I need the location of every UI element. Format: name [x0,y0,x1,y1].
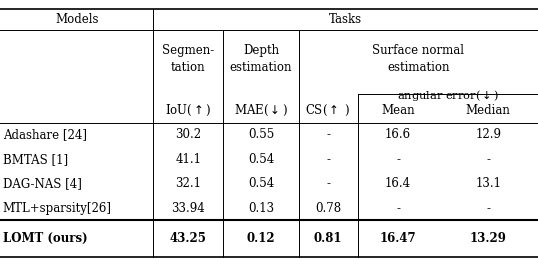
Text: 12.9: 12.9 [475,129,501,142]
Text: 16.4: 16.4 [385,177,411,190]
Text: Surface normal: Surface normal [372,44,464,57]
Text: 0.54: 0.54 [248,153,274,166]
Text: IoU($\uparrow$): IoU($\uparrow$) [165,103,211,119]
Text: 43.25: 43.25 [170,232,207,246]
Text: 0.12: 0.12 [246,232,275,246]
Text: 13.1: 13.1 [475,177,501,190]
Text: Mean: Mean [381,104,415,117]
Text: 13.29: 13.29 [470,232,507,246]
Text: -: - [326,177,330,190]
Text: Median: Median [466,104,511,117]
Text: -: - [486,202,490,215]
Text: MAE($\downarrow$): MAE($\downarrow$) [234,103,288,119]
Text: 0.81: 0.81 [314,232,342,246]
Text: 30.2: 30.2 [175,129,201,142]
Text: angular error($\downarrow$): angular error($\downarrow$) [397,88,499,102]
Text: Adashare [24]: Adashare [24] [3,129,87,142]
Text: estimation: estimation [387,60,450,74]
Text: -: - [396,153,400,166]
Text: 0.55: 0.55 [248,129,274,142]
Text: 0.78: 0.78 [315,202,341,215]
Text: -: - [326,153,330,166]
Text: 0.13: 0.13 [248,202,274,215]
Text: 0.54: 0.54 [248,177,274,190]
Text: -: - [326,129,330,142]
Text: tation: tation [171,60,206,74]
Text: -: - [396,202,400,215]
Text: 16.6: 16.6 [385,129,411,142]
Text: Segmen-: Segmen- [162,44,215,57]
Text: Models: Models [55,13,98,26]
Text: estimation: estimation [230,60,292,74]
Text: -: - [486,153,490,166]
Text: DAG-NAS [4]: DAG-NAS [4] [3,177,82,190]
Text: 33.94: 33.94 [172,202,205,215]
Text: 32.1: 32.1 [175,177,201,190]
Text: LOMT (ours): LOMT (ours) [3,232,87,246]
Text: 41.1: 41.1 [175,153,201,166]
Text: Tasks: Tasks [329,13,362,26]
Text: 16.47: 16.47 [380,232,416,246]
Text: MTL+sparsity[26]: MTL+sparsity[26] [3,202,112,215]
Text: BMTAS [1]: BMTAS [1] [3,153,68,166]
Text: Depth: Depth [243,44,279,57]
Text: CS($\uparrow$ ): CS($\uparrow$ ) [306,103,351,119]
